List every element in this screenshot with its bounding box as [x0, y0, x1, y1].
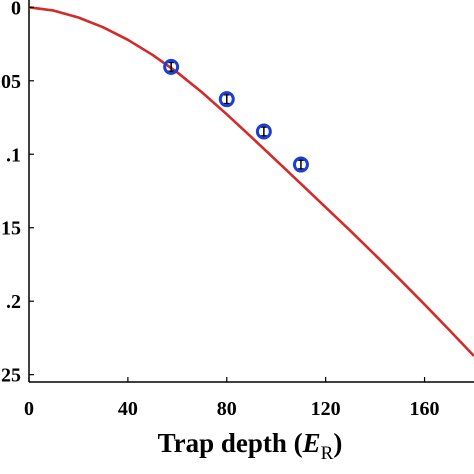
- x-axis-title: Trap depth (ER): [158, 428, 343, 464]
- x-axis-title-variable: E: [302, 428, 321, 458]
- x-tick-label: 80: [217, 398, 237, 420]
- data-point: [163, 58, 180, 75]
- data-point: [255, 123, 272, 140]
- data-marker: [218, 91, 235, 108]
- y-axis: 0 .05 .1 .15 .2 .25: [0, 0, 34, 387]
- x-axis: 0 40 80 120 160: [24, 377, 440, 420]
- data-marker: [255, 123, 272, 140]
- data-marker: [292, 156, 309, 173]
- x-axis-title-suffix: ): [333, 428, 342, 458]
- y-tick-label: .15: [0, 218, 21, 240]
- data-marker: [163, 58, 180, 75]
- y-tick-label: .25: [0, 365, 21, 387]
- data-point: [292, 156, 309, 173]
- x-tick-label: 40: [118, 398, 138, 420]
- x-axis-title-subscript: R: [321, 443, 334, 464]
- plot-area: [28, 0, 474, 383]
- data-point: [218, 91, 235, 108]
- y-tick-label: .1: [6, 144, 21, 166]
- x-axis-title-text: Trap depth (: [158, 428, 303, 458]
- x-tick-label: 160: [410, 398, 440, 420]
- y-tick-label: 0: [11, 0, 21, 19]
- y-tick-label: .2: [6, 291, 21, 313]
- fit-curve-line: [28, 6, 474, 357]
- y-tick-label: .05: [0, 71, 21, 93]
- x-tick-label: 0: [24, 398, 34, 420]
- x-tick-label: 120: [311, 398, 341, 420]
